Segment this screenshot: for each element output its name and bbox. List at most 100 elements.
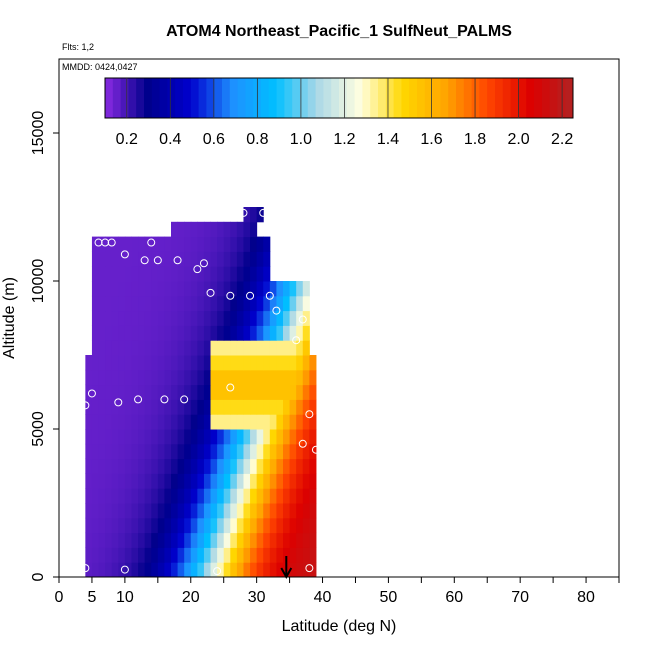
heatmap-cell [210, 473, 218, 489]
heatmap-cell [131, 310, 139, 326]
heatmap-cell [85, 473, 93, 489]
heatmap-cell [151, 517, 159, 534]
colorbar-segment [159, 78, 168, 118]
heatmap-cell [118, 414, 126, 430]
data-point [81, 564, 90, 573]
heatmap-cell [124, 414, 132, 430]
heatmap-cell [98, 325, 106, 341]
heatmap-cell [302, 295, 310, 312]
heatmap-cell [289, 503, 297, 519]
heatmap-cell [223, 399, 231, 415]
heatmap-cell [276, 503, 284, 519]
colorbar-segment [518, 78, 527, 118]
heatmap-cell [236, 266, 244, 282]
heatmap-cell [296, 473, 304, 489]
heatmap-cell [171, 221, 179, 238]
heatmap-cell [151, 399, 159, 415]
data-point [305, 410, 314, 419]
heatmap-cell [164, 384, 172, 400]
heatmap-cell [171, 414, 179, 430]
heatmap-cell [157, 517, 165, 534]
heatmap-cell [203, 251, 212, 267]
heatmap-cell [91, 429, 100, 445]
heatmap-cell [98, 414, 106, 430]
heatmap-cell [243, 414, 251, 430]
colorbar-segment [378, 78, 387, 118]
colorbar-segment [487, 78, 496, 118]
heatmap-cell [243, 325, 251, 341]
heatmap-cell [210, 281, 218, 297]
heatmap-cell [111, 517, 119, 534]
colorbar-segment [463, 78, 473, 118]
heatmap-cell [111, 473, 119, 489]
heatmap-cell [138, 562, 146, 578]
arrow-marker [280, 556, 293, 580]
heatmap-cell [223, 236, 231, 252]
heatmap-cell [171, 503, 179, 519]
heatmap-cell [269, 562, 277, 578]
heatmap-cell [151, 458, 159, 474]
heatmap-cell [236, 562, 244, 578]
heatmap-cell [138, 414, 146, 430]
heatmap-cell [144, 399, 152, 415]
heatmap-cell [296, 295, 304, 312]
colorbar-segment [393, 78, 402, 118]
heatmap-cell [177, 488, 185, 504]
colorbar-tick-label: 0.8 [246, 131, 268, 148]
heatmap-cell [283, 355, 291, 371]
heatmap-cell [203, 340, 212, 356]
heatmap-cell [203, 458, 212, 474]
heatmap-cell [302, 532, 310, 548]
heatmap-cell [98, 547, 106, 563]
heatmap-cell [131, 281, 139, 297]
heatmap-cell [223, 532, 231, 548]
heatmap-cell [190, 251, 198, 267]
heatmap-cell [250, 547, 258, 563]
heatmap-cell [289, 443, 297, 460]
x-tick-label: 20 [182, 589, 200, 606]
heatmap-cell [164, 547, 172, 563]
heatmap-cell [309, 547, 317, 563]
data-point [134, 395, 143, 404]
heatmap-cell [144, 295, 152, 312]
heatmap-cell [171, 281, 179, 297]
y-tick-label: 10000 [30, 259, 47, 304]
heatmap-cell [236, 251, 244, 267]
colorbar-segment [229, 78, 239, 118]
heatmap-cell [256, 236, 264, 252]
heatmap-cell [177, 414, 185, 430]
heatmap-cell [91, 251, 100, 267]
colorbar-segment [495, 78, 504, 118]
heatmap-cell [144, 562, 152, 578]
heatmap-cell [250, 384, 258, 400]
heatmap-cell [243, 310, 251, 326]
y-tick-label: 0 [30, 572, 47, 581]
heatmap-cell [203, 503, 212, 519]
colorbar-segment [456, 78, 465, 118]
heatmap-cell [230, 384, 238, 400]
heatmap-cell [283, 443, 291, 460]
heatmap-cell [151, 547, 159, 563]
heatmap-cell [177, 340, 185, 356]
heatmap-cell [217, 310, 225, 326]
heatmap-cell [171, 399, 179, 415]
heatmap-cell [250, 236, 258, 252]
heatmap-cell [164, 443, 172, 460]
heatmap-cell [223, 429, 231, 445]
x-tick-label: 30 [248, 589, 266, 606]
heatmap-cell [144, 458, 152, 474]
heatmap-cell [276, 399, 284, 415]
heatmap-cell [177, 369, 185, 386]
heatmap-cell [197, 488, 205, 504]
heatmap-cell [289, 429, 297, 445]
heatmap-cell [111, 295, 119, 312]
colorbar-segment [105, 78, 114, 118]
heatmap-cell [217, 429, 225, 445]
heatmap-cell [243, 517, 251, 534]
colorbar-segment [526, 78, 535, 118]
heatmap-cell [289, 517, 297, 534]
heatmap-cell [124, 399, 132, 415]
heatmap-cell [171, 266, 179, 282]
data-point [107, 238, 116, 247]
data-point [153, 256, 162, 265]
